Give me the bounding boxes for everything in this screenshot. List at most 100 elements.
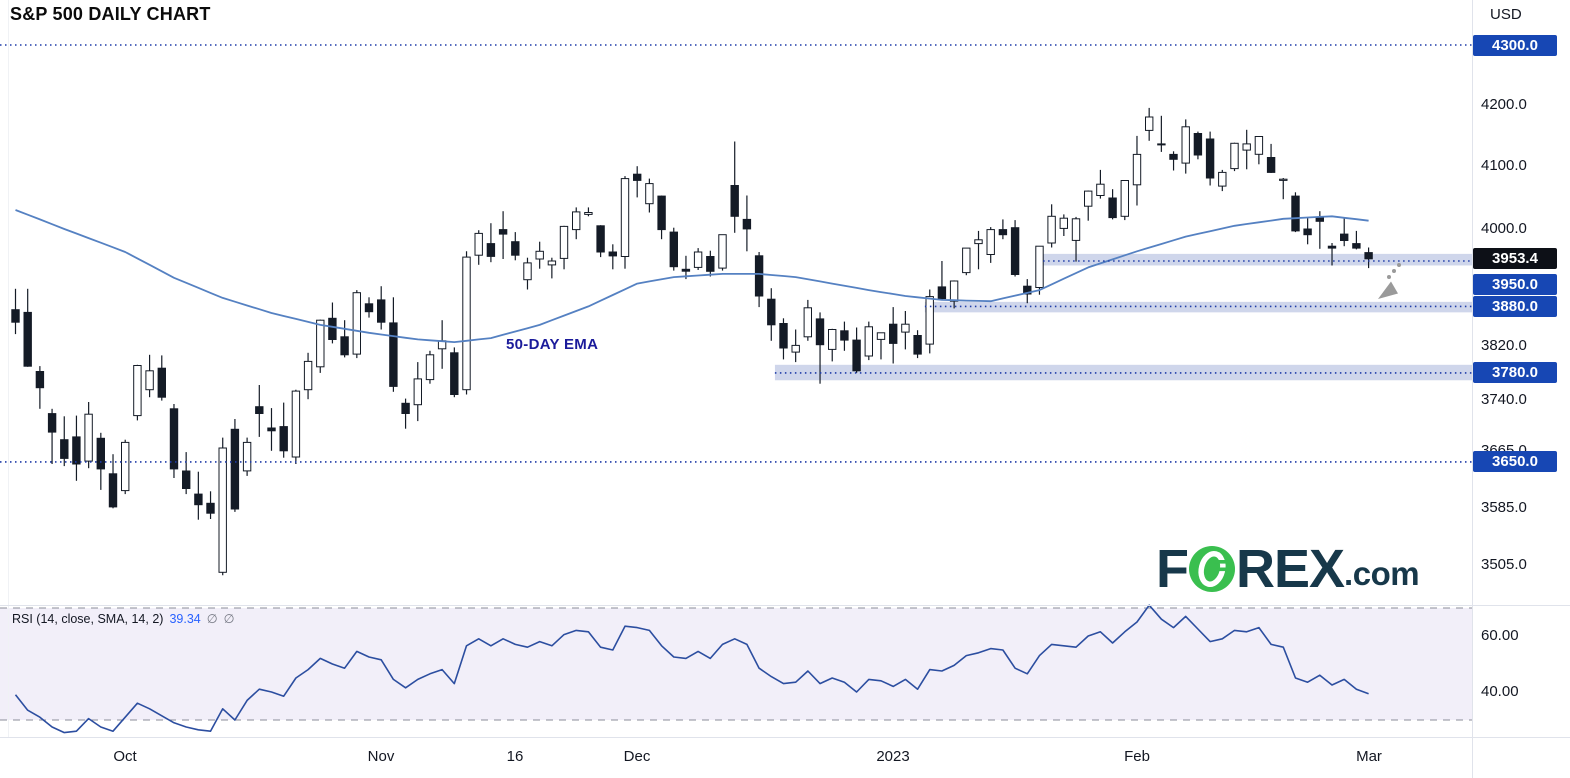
candle — [279, 426, 288, 452]
price-axis-label: 4000.0 — [1481, 220, 1527, 237]
candle — [572, 211, 581, 231]
down-arrow-dot — [1397, 263, 1401, 267]
candle — [1193, 133, 1203, 156]
candle — [1315, 217, 1324, 222]
down-arrow-icon — [1378, 281, 1398, 299]
candle — [1291, 195, 1300, 232]
candle — [1071, 218, 1081, 241]
candle — [876, 332, 886, 340]
candle — [401, 402, 410, 414]
candle — [1047, 215, 1056, 244]
candle — [1303, 228, 1312, 236]
price-level-badge: 4300.0 — [1473, 35, 1557, 56]
candle — [1327, 245, 1337, 249]
candle — [986, 229, 995, 256]
candle — [1169, 153, 1178, 160]
rsi-line — [14, 604, 1369, 734]
candle — [340, 336, 349, 356]
candle — [450, 352, 459, 395]
candle — [889, 323, 898, 344]
rsi-settings-icon[interactable]: ∅ — [223, 612, 235, 626]
ema-label: 50-DAY EMA — [506, 336, 599, 353]
candle — [791, 344, 800, 353]
candle — [901, 323, 910, 333]
candle — [72, 436, 81, 465]
candle — [828, 329, 837, 350]
candle — [742, 218, 752, 230]
candle — [1254, 136, 1264, 155]
candle — [730, 185, 739, 217]
candle — [303, 360, 313, 391]
candle — [242, 441, 252, 472]
candle — [267, 427, 276, 432]
candle — [925, 296, 934, 345]
candle — [767, 298, 776, 326]
time-axis-label: 2023 — [876, 748, 910, 765]
pane-divider[interactable] — [0, 605, 1570, 606]
candle — [803, 307, 812, 338]
candle — [23, 311, 32, 367]
candle — [145, 370, 154, 391]
candle — [779, 323, 788, 349]
candle — [584, 212, 593, 215]
candle — [498, 229, 508, 235]
time-axis-label: Nov — [367, 748, 395, 765]
candle — [364, 303, 374, 313]
rsi-legend: RSI (14, close, SMA, 14, 2) 39.34 ∅ ∅ — [12, 611, 235, 626]
candle — [316, 319, 325, 368]
candle — [1279, 178, 1288, 181]
candle — [328, 317, 337, 340]
price-level-badge: 3780.0 — [1473, 362, 1557, 383]
candle — [1157, 143, 1166, 146]
ema-line — [15, 209, 1369, 343]
candle — [425, 354, 435, 381]
candle — [1132, 153, 1142, 186]
candle — [230, 428, 240, 510]
price-axis-label: 4100.0 — [1481, 157, 1527, 174]
candle — [535, 250, 544, 260]
candle — [937, 286, 947, 300]
time-axis-label: Oct — [113, 748, 137, 765]
candle — [1096, 183, 1105, 196]
price-axis-label: 3740.0 — [1481, 391, 1527, 408]
price-axis-label: 3585.0 — [1481, 499, 1527, 516]
candle — [547, 260, 557, 266]
candle — [913, 335, 922, 355]
candle — [523, 262, 532, 281]
rsi-axis-label: 40.00 — [1481, 683, 1519, 700]
left-edge-line — [8, 0, 9, 737]
forex-logo: F REX .com — [1156, 542, 1420, 596]
candle — [377, 299, 386, 323]
candle — [84, 413, 93, 462]
price-level-badge: 3950.0 — [1473, 274, 1557, 295]
candle — [1242, 143, 1251, 151]
candle — [1023, 285, 1032, 295]
candle — [1205, 138, 1215, 179]
candle — [352, 292, 362, 355]
candle — [47, 413, 57, 433]
candle — [35, 371, 45, 389]
time-axis-label: Feb — [1124, 748, 1150, 765]
candle — [974, 239, 983, 245]
candle — [852, 339, 861, 372]
rsi-hide-icon[interactable]: ∅ — [206, 612, 218, 626]
candle — [1108, 197, 1117, 219]
support-zone — [924, 301, 1472, 313]
time-axis-divider — [0, 737, 1570, 738]
candle — [1340, 233, 1349, 242]
candle — [864, 326, 873, 357]
time-axis-label: 16 — [506, 748, 524, 765]
candle — [462, 256, 471, 391]
candle — [949, 280, 959, 302]
candle — [218, 447, 227, 573]
price-axis-label: 3505.0 — [1481, 556, 1527, 573]
candle — [121, 441, 130, 492]
candle — [620, 178, 630, 258]
candle — [1120, 180, 1129, 217]
candlestick-series — [11, 107, 1373, 576]
currency-label: USD — [1490, 6, 1522, 23]
candle — [255, 406, 264, 415]
logo-suffix-com: .com — [1344, 555, 1420, 592]
price-pane[interactable] — [0, 0, 1472, 737]
